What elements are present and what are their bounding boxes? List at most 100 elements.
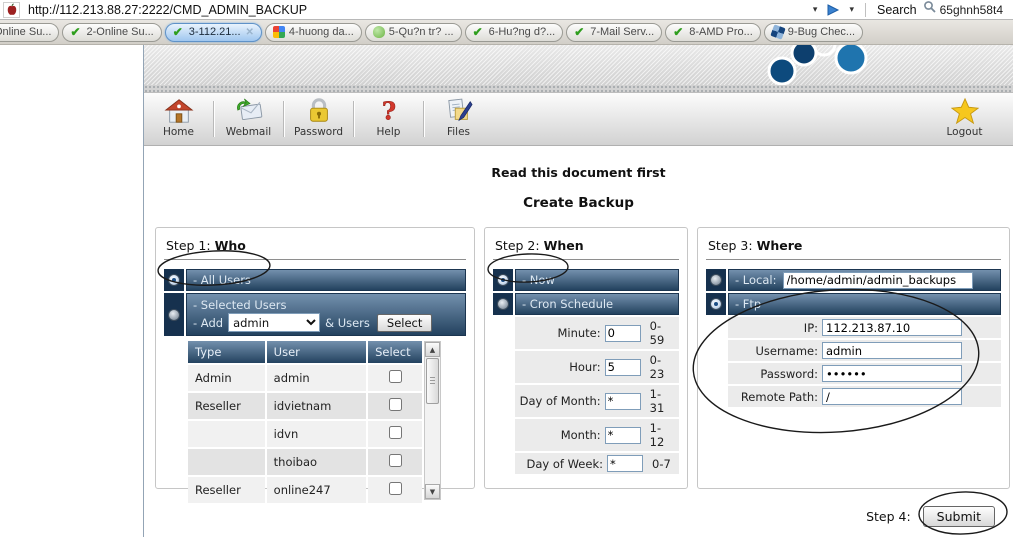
tab-7[interactable]: 7-Mail Serv... — [566, 22, 663, 42]
now-option[interactable]: - Now — [493, 269, 679, 291]
step3-panel: Step 3: Where - Local: - Ftp IP: Us — [697, 227, 1010, 489]
hour-input[interactable] — [604, 358, 641, 376]
tab-6[interactable]: 6-Hu?ng d?... — [464, 22, 564, 42]
local-option[interactable]: - Local: — [706, 269, 1001, 291]
google-icon — [272, 26, 285, 38]
table-row: idvn — [188, 421, 422, 447]
ftp-username-input[interactable] — [822, 342, 962, 359]
selected-users-radio[interactable] — [168, 308, 180, 321]
day-of-week-input[interactable] — [607, 455, 643, 472]
step4-label: Step 4: — [866, 509, 911, 524]
local-path-input[interactable] — [782, 271, 973, 289]
icon-toolbar: Home Webmail Password ? — [144, 93, 1013, 146]
toolbar-item-help[interactable]: ? Help — [354, 93, 423, 145]
tab-close-icon[interactable]: ✕ — [245, 26, 254, 38]
user-checkbox[interactable] — [388, 426, 402, 439]
user-checkbox[interactable] — [388, 454, 402, 467]
scroll-up-icon[interactable]: ▲ — [425, 342, 440, 357]
apple-icon — [3, 1, 20, 18]
selected-users-option[interactable]: - Selected Users - Add admin & Users Sel… — [164, 293, 466, 336]
directadmin-page: Home Webmail Password ? — [143, 45, 1013, 537]
magnifier-icon[interactable] — [923, 0, 937, 19]
local-radio[interactable] — [710, 274, 722, 286]
browser-address-bar: http://112.213.88.27:2222/CMD_ADMIN_BACK… — [0, 0, 1013, 20]
toolbar-item-password[interactable]: Password — [284, 93, 353, 145]
tab-label: 2-Online Su... — [86, 26, 154, 38]
ftp-option[interactable]: - Ftp — [706, 293, 1001, 315]
ftp-username-row: Username: — [728, 340, 1001, 361]
url-field[interactable]: http://112.213.88.27:2222/CMD_ADMIN_BACK… — [28, 2, 308, 17]
toolbar-label: Help — [376, 126, 401, 138]
ftp-radio[interactable] — [710, 298, 722, 310]
select-users-button[interactable]: Select — [376, 313, 433, 332]
toolbar-label: Home — [162, 126, 194, 138]
toolbar-item-home[interactable]: Home — [144, 93, 213, 145]
ftp-ip-row: IP: — [728, 317, 1001, 338]
svg-text:?: ? — [381, 97, 395, 125]
all-users-option[interactable]: - All Users — [164, 269, 466, 291]
padlock-icon — [309, 98, 328, 122]
minute-input[interactable] — [604, 324, 641, 342]
tab-2[interactable]: 2-Online Su... — [62, 22, 162, 42]
dotted-separator — [144, 85, 1013, 93]
day-of-month-input[interactable] — [604, 392, 641, 410]
webmail-icon — [236, 98, 262, 121]
table-row: Admin admin — [188, 365, 422, 391]
scroll-down-icon[interactable]: ▼ — [425, 484, 440, 499]
toolbar-label: Webmail — [225, 126, 272, 138]
pinwheel-icon — [770, 24, 786, 40]
tab-label: 8-AMD Pro... — [689, 26, 753, 38]
cron-month-row: Month: 1-12 — [515, 419, 679, 451]
toolbar-item-webmail[interactable]: Webmail — [214, 93, 283, 145]
all-users-label: - All Users — [186, 269, 466, 291]
toolbar-item-logout[interactable]: Logout — [930, 93, 999, 145]
step2-title: Step 2: When — [493, 235, 679, 260]
toolbar-divider — [353, 101, 354, 137]
home-icon — [164, 99, 193, 123]
go-arrow-icon[interactable] — [823, 2, 843, 18]
files-icon — [447, 98, 473, 122]
scrollbar-thumb[interactable] — [426, 358, 439, 404]
tab-label: 7-Mail Serv... — [590, 26, 655, 38]
toolbar-item-files[interactable]: Files — [424, 93, 493, 145]
go-dropdown-icon[interactable]: ▾ — [849, 4, 854, 14]
selected-users-label: - Selected Users — [193, 298, 287, 312]
toolbar-label: Logout — [946, 126, 983, 138]
ftp-fields: IP: Username: Password: Remote Path: — [728, 317, 1001, 407]
search-input[interactable]: 65ghnh58t4 — [939, 2, 1003, 17]
tab-4[interactable]: 4-huong da... — [264, 22, 362, 42]
month-input[interactable] — [604, 426, 641, 444]
now-radio[interactable] — [497, 274, 509, 286]
browser-tab-bar: Online Su... 2-Online Su... 3-112.21... … — [0, 20, 1013, 45]
user-checkbox[interactable] — [388, 370, 402, 383]
cron-option[interactable]: - Cron Schedule — [493, 293, 679, 315]
users-table-wrap: Type User Select Admin admin Reseller id… — [186, 339, 466, 505]
table-row: Reseller idvietnam — [188, 393, 422, 419]
toolbar-separator — [864, 2, 866, 17]
search-button[interactable]: Search — [876, 2, 917, 17]
tab-1[interactable]: Online Su... — [0, 22, 60, 42]
read-document-link[interactable]: Read this document first — [491, 165, 666, 180]
cron-dayofmonth-row: Day of Month: 1-31 — [515, 385, 679, 417]
cron-minute-row: Minute: 0-59 — [515, 317, 679, 349]
ftp-remote-path-input[interactable] — [822, 388, 962, 405]
cron-dayofweek-row: Day of Week: 0-7 — [515, 453, 679, 474]
tab-label: 4-huong da... — [288, 26, 354, 38]
tab-5[interactable]: 5-Qu?n tr? ... — [364, 22, 462, 42]
tab-9[interactable]: 9-Bug Chec... — [763, 22, 864, 42]
tab-3-active[interactable]: 3-112.21... ✕ — [164, 22, 262, 42]
url-history-dropdown-icon[interactable]: ▾ — [812, 4, 818, 14]
user-checkbox[interactable] — [388, 398, 402, 411]
user-checkbox[interactable] — [388, 482, 402, 495]
all-users-radio[interactable] — [168, 274, 180, 286]
users-scrollbar[interactable]: ▲ ▼ — [424, 341, 441, 500]
ftp-ip-input[interactable] — [822, 319, 962, 336]
column-header: User — [266, 341, 367, 363]
step1-title: Step 1: Who — [164, 235, 466, 260]
ftp-password-input[interactable] — [822, 365, 962, 382]
add-user-select[interactable]: admin — [228, 313, 321, 332]
tab-8[interactable]: 8-AMD Pro... — [665, 22, 761, 42]
cron-radio[interactable] — [497, 298, 509, 310]
header-circles-decoration — [767, 45, 868, 85]
submit-button[interactable]: Submit — [922, 506, 995, 527]
